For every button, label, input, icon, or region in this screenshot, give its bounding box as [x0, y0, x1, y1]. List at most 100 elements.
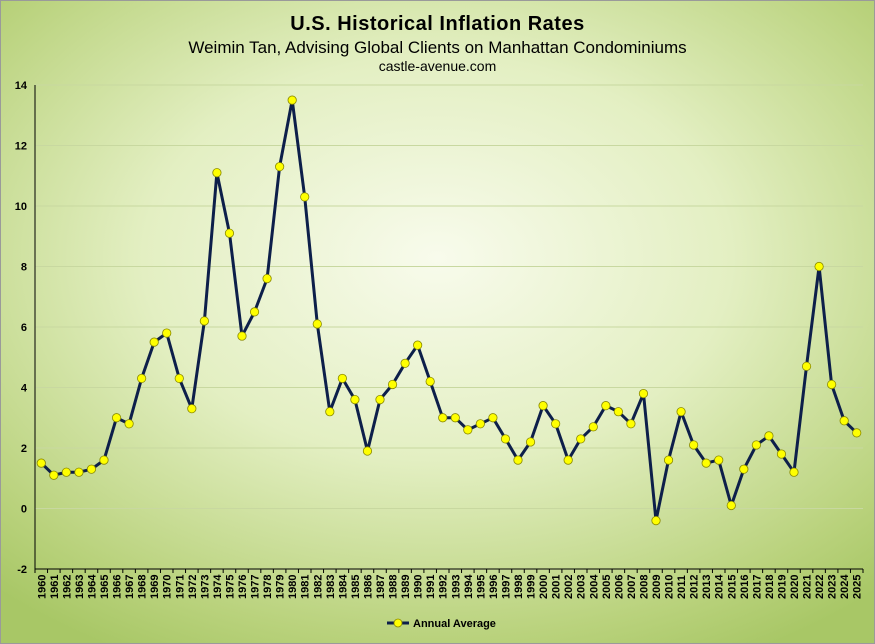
x-tick-label: 2008	[638, 575, 650, 599]
x-tick-label: 2005	[601, 575, 613, 599]
x-tick-label: 2000	[538, 575, 550, 599]
x-tick-label: 2003	[576, 575, 588, 599]
x-tick-label: 2020	[789, 575, 801, 599]
data-point	[676, 407, 686, 417]
data-point	[663, 455, 674, 465]
y-tick-label: 14	[15, 80, 28, 92]
x-tick-label: 1968	[137, 575, 149, 599]
x-tick-label: 1978	[262, 575, 274, 599]
data-point	[626, 419, 636, 429]
x-tick-label: 1970	[162, 575, 174, 599]
data-point	[212, 168, 222, 178]
x-tick-label: 2002	[563, 575, 575, 599]
x-tick-label: 1976	[237, 575, 249, 599]
series-line	[40, 98, 858, 523]
y-tick-label: 2	[21, 443, 27, 455]
data-point	[275, 162, 285, 172]
x-tick-label: 1982	[312, 575, 324, 599]
x-tick-label: 1981	[300, 575, 312, 599]
data-point	[601, 401, 611, 411]
data-point	[488, 413, 498, 423]
x-tick-label: 2023	[827, 575, 839, 599]
y-tick-label: -2	[17, 564, 27, 576]
data-point	[438, 413, 448, 423]
data-point	[86, 464, 97, 474]
data-point	[776, 449, 787, 459]
x-tick-label: 2021	[802, 575, 814, 599]
x-tick-label: 1998	[513, 575, 525, 599]
data-point	[513, 455, 523, 465]
series-annual-average	[36, 95, 862, 526]
y-tick-label: 6	[21, 322, 27, 334]
x-tick-label: 1960	[36, 575, 48, 599]
data-point	[726, 500, 736, 511]
x-tick-label: 1995	[475, 575, 487, 599]
x-tick-label: 2001	[551, 575, 563, 599]
x-tick-label: 2007	[626, 575, 638, 599]
data-point	[638, 388, 649, 399]
y-tick-label: 8	[21, 262, 27, 274]
data-point	[49, 470, 59, 480]
data-point	[300, 192, 310, 202]
x-tick-label: 1962	[61, 575, 73, 599]
data-point	[500, 434, 511, 444]
data-point	[149, 337, 159, 347]
data-point	[714, 455, 724, 465]
data-point	[551, 419, 561, 429]
y-tick-label: 10	[15, 201, 27, 213]
data-point	[739, 464, 749, 474]
data-point	[387, 379, 398, 390]
data-point	[262, 273, 272, 284]
data-point	[199, 316, 209, 326]
data-point	[413, 340, 423, 350]
data-point	[237, 331, 247, 341]
data-point	[287, 95, 297, 105]
x-tick-label: 1971	[174, 575, 186, 599]
x-tick-label: 1987	[375, 575, 387, 599]
x-tick-label: 1985	[350, 575, 362, 599]
gridlines	[35, 84, 863, 570]
x-tick-label: 1989	[400, 575, 412, 599]
chart-subtitle: Weimin Tan, Advising Global Clients on M…	[188, 38, 687, 57]
chart-source: castle-avenue.com	[378, 58, 497, 74]
x-tick-label: 2004	[588, 574, 600, 599]
x-tick-label: 1988	[388, 575, 400, 599]
data-point	[174, 373, 184, 384]
data-point	[162, 328, 172, 338]
x-tick-label: 1997	[500, 575, 512, 599]
data-point	[111, 413, 122, 423]
x-tick-label: 1964	[86, 574, 98, 599]
chart-title: U.S. Historical Inflation Rates	[290, 13, 585, 35]
x-tick-label: 1972	[187, 575, 199, 599]
x-tick-label: 2006	[613, 575, 625, 599]
x-tick-label: 1990	[413, 575, 425, 599]
x-tick-label: 1963	[74, 575, 86, 599]
data-point	[613, 407, 623, 417]
x-tick-label: 1979	[275, 575, 287, 599]
data-point	[137, 373, 147, 384]
data-point	[576, 434, 586, 444]
data-point	[801, 361, 812, 371]
data-point	[789, 467, 799, 477]
x-tick-label: 1994	[463, 574, 475, 599]
x-tick-label: 2014	[714, 574, 726, 599]
data-point	[61, 467, 71, 477]
data-point	[689, 440, 699, 450]
x-tick-label: 1974	[212, 574, 224, 599]
x-tick-label: 1967	[124, 575, 136, 599]
data-point	[701, 458, 711, 468]
data-point	[463, 425, 473, 435]
x-tick-label: 2010	[664, 575, 676, 599]
data-point	[651, 515, 661, 526]
x-tick-label: 1961	[49, 575, 61, 599]
y-tick-label: 0	[21, 504, 27, 516]
data-point	[814, 261, 824, 272]
data-point	[475, 419, 485, 429]
x-tick-label: 2013	[701, 575, 713, 599]
x-tick-label: 1973	[199, 575, 211, 599]
x-tick-label: 2015	[726, 575, 738, 599]
x-tick-label: 1977	[250, 575, 262, 599]
x-tick-label: 1965	[99, 575, 111, 599]
x-tick-label: 1992	[438, 575, 450, 599]
